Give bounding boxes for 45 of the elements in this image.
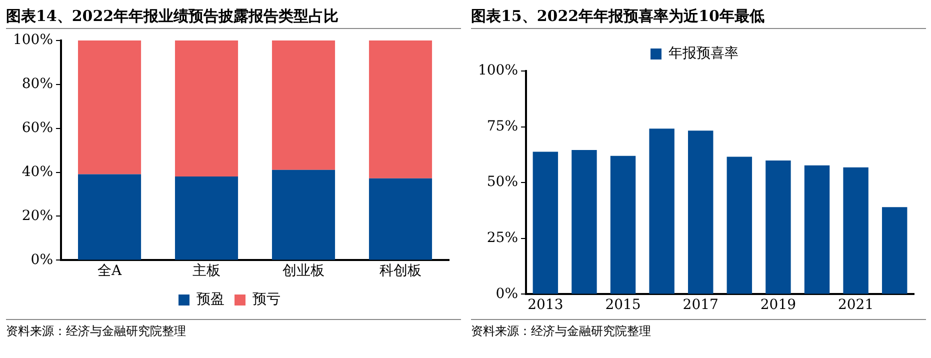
- bar: [272, 40, 336, 170]
- bar: [368, 178, 432, 260]
- x-tick-label: 2021: [838, 297, 874, 314]
- bar: [174, 40, 238, 176]
- bar: [882, 207, 908, 294]
- bar: [843, 167, 868, 294]
- y-tick-label: 50%: [486, 174, 518, 190]
- y-tick-label: 75%: [486, 118, 518, 134]
- x-tick-label: 创业板: [282, 263, 325, 280]
- bar: [610, 156, 636, 294]
- y-tick-label: 0%: [30, 252, 54, 268]
- bar: [532, 152, 558, 294]
- bar: [78, 40, 142, 174]
- x-tick-label: 2019: [760, 297, 796, 314]
- y-tick-label: 60%: [22, 120, 54, 136]
- bar: [174, 176, 238, 260]
- bar: [572, 150, 597, 294]
- y-tick-label: 20%: [22, 208, 54, 224]
- y-tick-label: 40%: [22, 164, 54, 180]
- bar: [766, 160, 791, 294]
- y-tick-label: 100%: [478, 62, 518, 79]
- bar: [272, 170, 336, 260]
- text: 资料来源：经济与金融研究院整理: [471, 319, 926, 340]
- bar: [726, 156, 752, 294]
- bar: [368, 40, 432, 178]
- legend-label: 年报预喜率: [668, 46, 738, 62]
- x-tick-label: 科创板: [380, 263, 422, 280]
- bar: [804, 165, 830, 294]
- bar: [688, 130, 714, 294]
- legend-label: 预亏: [252, 292, 280, 308]
- x-tick-label: 2017: [682, 297, 718, 314]
- y-tick-label: 80%: [22, 76, 54, 92]
- text: 资料来源：经济与金融研究院整理: [6, 319, 461, 340]
- x-tick-label: 2015: [605, 297, 641, 314]
- bar: [78, 174, 142, 260]
- chart-title: 图表15、2022年年报预喜率为近10年最低: [471, 4, 926, 29]
- y-tick-label: 0%: [496, 286, 518, 302]
- x-tick-label: 2013: [528, 297, 564, 314]
- y-tick-label: 25%: [486, 230, 518, 246]
- chart-title: 图表14、2022年年报业绩预告披露报告类型占比: [6, 4, 461, 29]
- x-tick-label: 主板: [192, 263, 221, 280]
- legend-label: 预盈: [196, 292, 224, 308]
- y-tick-label: 100%: [12, 32, 54, 48]
- bar: [649, 128, 674, 294]
- x-tick-label: 全A: [97, 263, 122, 280]
